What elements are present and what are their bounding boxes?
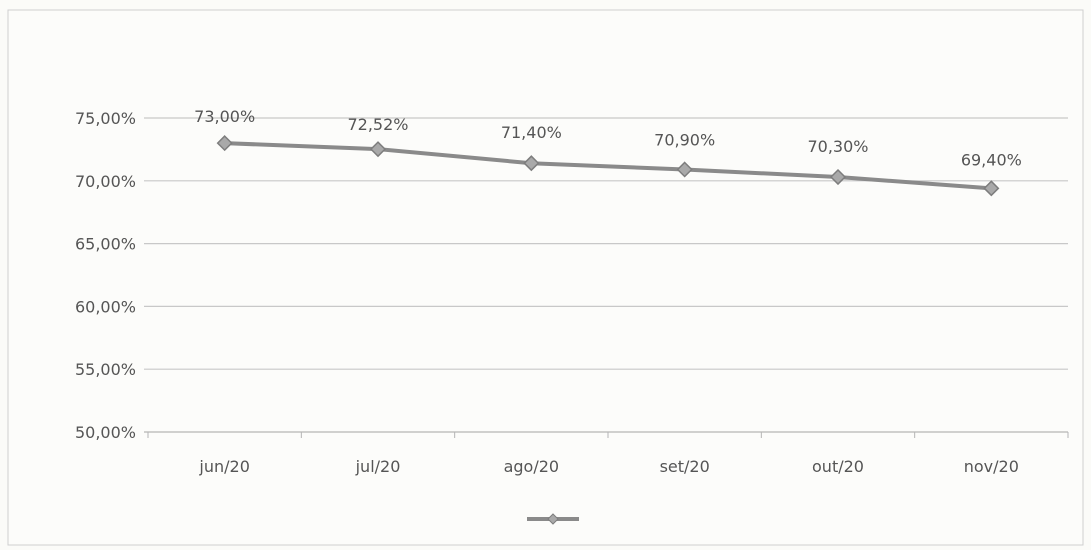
y-tick-label: 55,00% <box>75 360 136 379</box>
data-label: 72,52% <box>347 115 408 134</box>
legend-marker <box>547 513 559 525</box>
y-axis: 50,00% 55,00% 60,00% 65,00% 70,00% 75,00% <box>75 109 136 442</box>
series-layer <box>216 135 1000 197</box>
data-point <box>369 141 387 158</box>
data-point <box>983 180 1000 197</box>
y-tick-label: 60,00% <box>75 297 136 316</box>
data-labels: 73,00% 72,52% 71,40% 70,90% 70,30% 69,40% <box>194 107 1022 169</box>
data-point <box>676 161 693 178</box>
x-tick-label: jun/20 <box>198 457 249 476</box>
x-tick-label: set/20 <box>660 457 710 476</box>
x-tick-label: jul/20 <box>355 457 401 476</box>
x-tick-label: nov/20 <box>964 457 1019 476</box>
data-label: 69,40% <box>961 150 1022 169</box>
legend <box>527 513 579 525</box>
x-tick-label: ago/20 <box>504 457 560 476</box>
data-point <box>523 155 540 172</box>
y-tick-label: 70,00% <box>75 172 136 191</box>
series-line <box>224 141 992 191</box>
data-label: 73,00% <box>194 107 255 126</box>
chart-frame <box>7 9 1084 546</box>
data-point <box>829 168 847 186</box>
data-point <box>216 135 233 152</box>
x-axis: jun/20 jul/20 ago/20 set/20 out/20 nov/20 <box>147 432 1069 476</box>
gridlines <box>144 117 1068 433</box>
data-label: 71,40% <box>501 123 562 142</box>
y-tick-label: 75,00% <box>75 109 136 128</box>
x-tick-label: out/20 <box>812 457 864 476</box>
data-label: 70,30% <box>807 137 868 156</box>
data-label: 70,90% <box>654 130 715 149</box>
y-tick-label: 65,00% <box>75 235 136 254</box>
y-tick-label: 50,00% <box>75 423 136 442</box>
